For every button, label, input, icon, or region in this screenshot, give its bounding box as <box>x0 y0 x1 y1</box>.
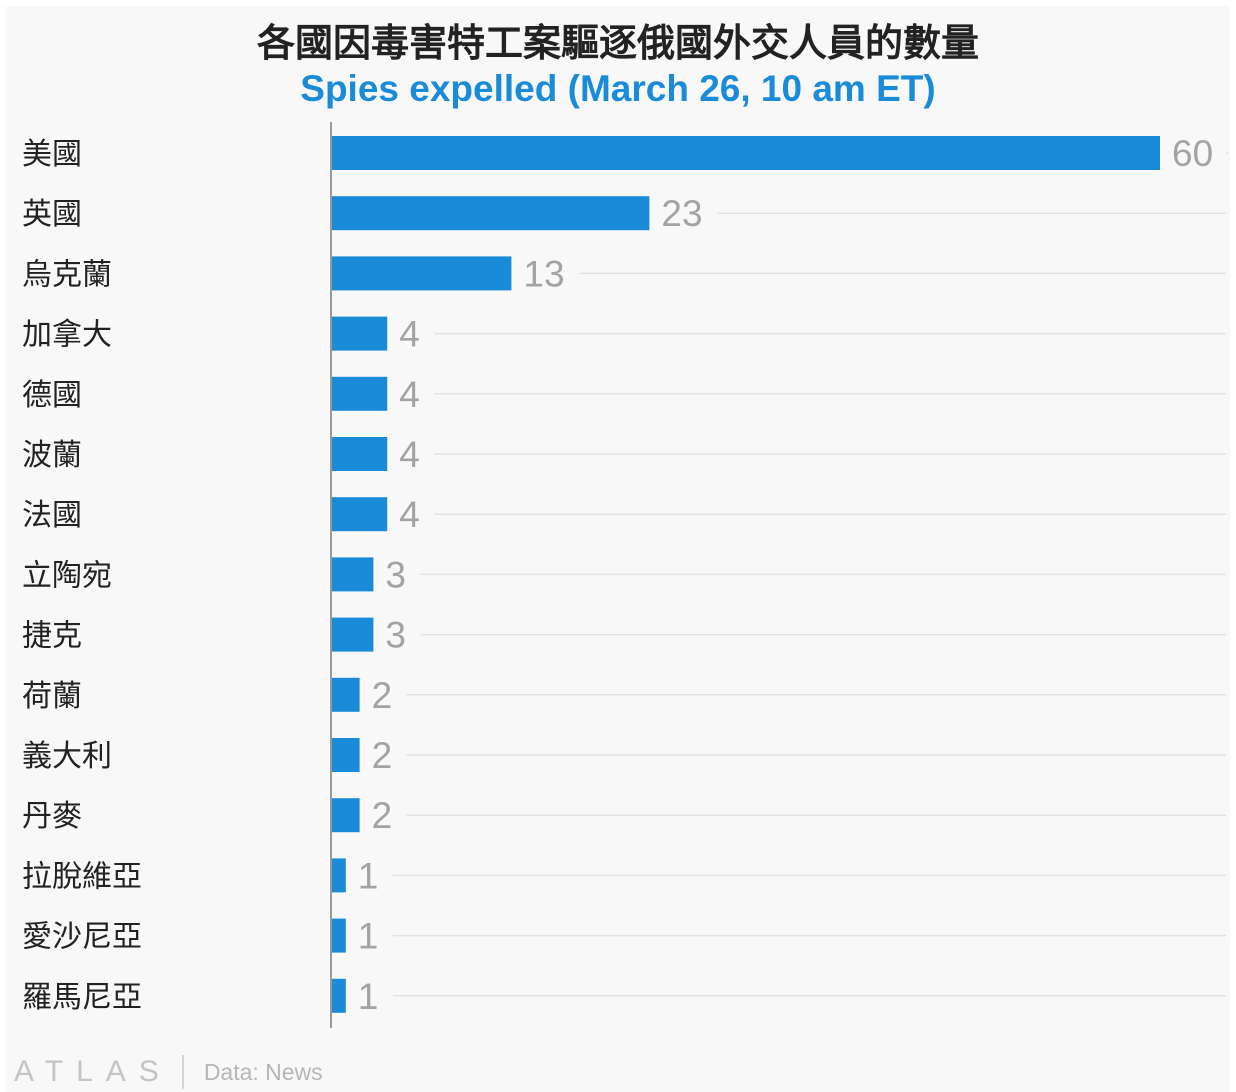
category-label: 義大利 <box>22 739 112 774</box>
category-label: 立陶宛 <box>22 558 112 593</box>
category-label: 烏克蘭 <box>22 257 112 292</box>
value-label: 3 <box>385 615 406 656</box>
category-label: 拉脫維亞 <box>22 859 142 894</box>
category-label: 英國 <box>22 197 82 232</box>
bar <box>332 738 360 772</box>
bar <box>332 617 374 652</box>
category-label: 捷克 <box>22 619 82 654</box>
category-label: 加拿大 <box>22 318 112 353</box>
value-label: 1 <box>358 916 379 957</box>
value-label: 3 <box>385 554 406 595</box>
chart-title: 各國因毒害特工案驅逐俄國外交人員的數量 <box>256 21 979 65</box>
bar <box>332 798 360 833</box>
bar <box>332 256 512 291</box>
value-label: 4 <box>399 374 420 415</box>
bar <box>332 316 388 351</box>
value-label: 4 <box>399 314 420 355</box>
source-note: Data: News <box>203 1058 323 1085</box>
chart-subtitle: Spies expelled (March 26, 10 am ET) <box>300 68 936 109</box>
value-label: 4 <box>399 434 420 475</box>
category-label: 德國 <box>22 378 82 413</box>
bar <box>332 677 360 712</box>
value-labels: 60 23 13 4 4 4 4 3 3 2 2 2 1 1 1 <box>358 133 1213 1017</box>
value-label: 2 <box>372 675 393 716</box>
category-label: 美國 <box>22 137 82 172</box>
bar <box>332 858 346 893</box>
gridlines <box>392 152 1228 997</box>
value-label: 2 <box>372 735 393 776</box>
category-label: 丹麥 <box>22 799 82 834</box>
bar <box>332 918 346 953</box>
category-label: 波蘭 <box>22 438 82 473</box>
bar <box>332 136 1160 170</box>
bar <box>332 978 346 1013</box>
bars <box>332 136 1160 1013</box>
value-label: 4 <box>399 494 420 535</box>
category-label: 羅馬尼亞 <box>22 980 142 1015</box>
atlas-logo: ATLAS <box>14 1055 172 1088</box>
value-label: 13 <box>523 253 564 294</box>
footer-divider <box>181 1055 184 1089</box>
value-label: 23 <box>661 193 702 234</box>
footer: ATLAS Data: News <box>14 1055 323 1089</box>
category-label: 愛沙尼亞 <box>22 920 142 955</box>
value-label: 1 <box>358 855 379 896</box>
value-label: 60 <box>1172 133 1213 174</box>
value-label: 1 <box>358 976 379 1017</box>
chart-background <box>6 6 1230 1092</box>
value-label: 2 <box>372 795 393 836</box>
category-label: 法國 <box>22 498 82 533</box>
bar <box>332 196 650 231</box>
category-label: 荷蘭 <box>22 679 82 714</box>
bar <box>332 376 388 411</box>
bar <box>332 497 388 532</box>
bar <box>332 557 374 592</box>
bar <box>332 437 388 471</box>
